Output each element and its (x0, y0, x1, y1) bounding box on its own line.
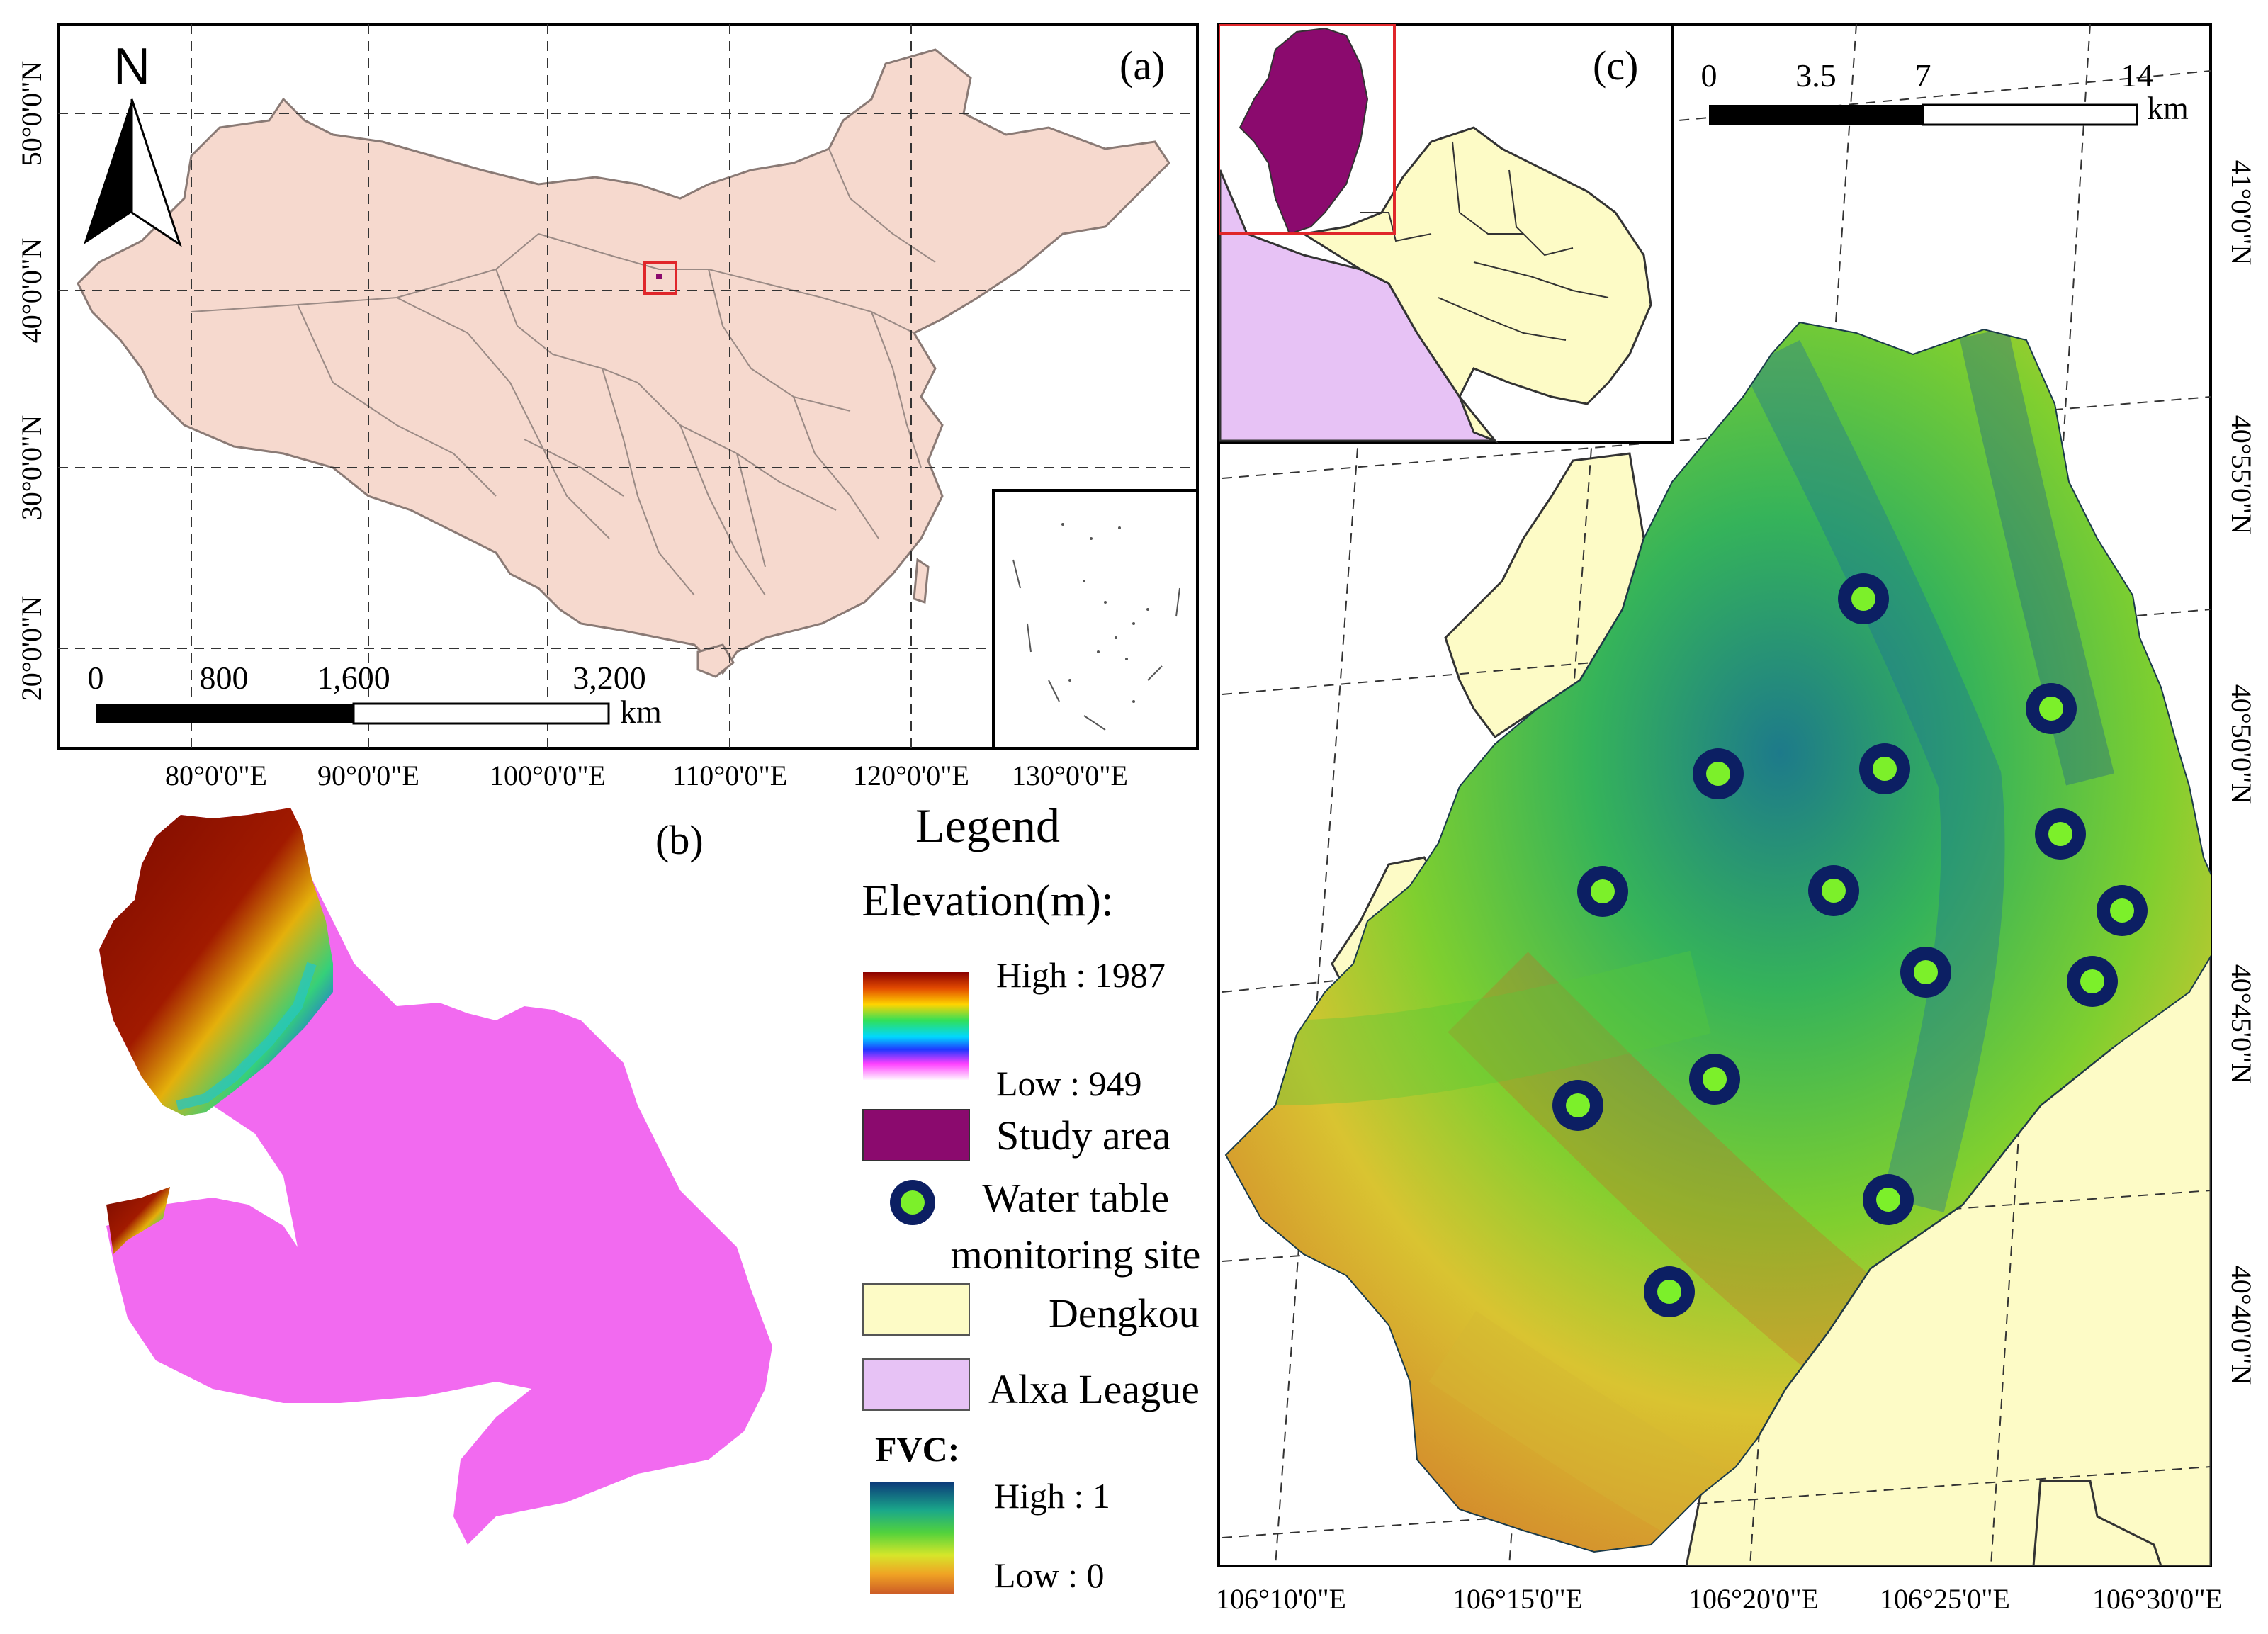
study-area-outline (1224, 321, 2211, 1553)
panel-a-label: (a) (1119, 43, 1165, 89)
monitoring-site-11 (1689, 1054, 1740, 1105)
legend-elevation-title: Elevation(m): (862, 875, 1113, 925)
svg-text:130°0'0"E: 130°0'0"E (1012, 760, 1128, 791)
svg-text:40°40'0"N: 40°40'0"N (2225, 1266, 2257, 1385)
svg-text:0: 0 (88, 660, 104, 696)
svg-text:40°55'0"N: 40°55'0"N (2225, 415, 2257, 534)
legend-dengkou-label: Dengkou (1049, 1290, 1200, 1336)
monitoring-site-8 (2097, 885, 2148, 936)
legend-site-line1: Water table (982, 1175, 1169, 1221)
monitoring-site-5 (2035, 808, 2086, 860)
inset-study-area-box (1219, 24, 1396, 235)
svg-text:106°25'0"E: 106°25'0"E (1880, 1583, 2010, 1615)
study-location-box (643, 261, 677, 295)
monitoring-site-6 (1577, 866, 1628, 917)
svg-text:20°0'0"N: 20°0'0"N (16, 596, 47, 701)
svg-text:41°0'0"N: 41°0'0"N (2225, 160, 2257, 265)
svg-text:120°0'0"E: 120°0'0"E (853, 760, 969, 791)
inset-study-area (1239, 27, 1369, 235)
panel-a-lon-labels: 80°0'0"E 90°0'0"E 100°0'0"E 110°0'0"E 12… (165, 760, 1128, 791)
inset-dengkou (1300, 126, 1652, 444)
monitoring-site-7 (1808, 865, 1859, 916)
monitoring-site-3 (1693, 748, 1744, 799)
taiwan-island (913, 558, 930, 604)
study-location-marker (656, 274, 662, 279)
monitoring-site-14 (1644, 1266, 1695, 1317)
panel-a-lat-labels: 50°0'0"N 40°0'0"N 30°0'0"N 20°0'0"N (16, 61, 47, 701)
panel-c-scale-bar: 0 3.5 7 14 km (1701, 57, 2189, 126)
svg-text:80°0'0"E: 80°0'0"E (165, 760, 267, 791)
north-arrow-label: N (113, 38, 150, 95)
legend-dengkou-swatch (862, 1283, 970, 1336)
monitoring-site-13 (1863, 1174, 1914, 1225)
legend-study-area-swatch (862, 1109, 970, 1161)
panel-a-scale-bar: 0 800 1,600 3,200 km (88, 660, 662, 730)
legend-fvc-low: Low : 0 (994, 1555, 1105, 1595)
svg-text:7: 7 (1915, 57, 1931, 94)
legend-fvc-high: High : 1 (994, 1476, 1110, 1516)
panel-b-label: (b) (655, 817, 704, 863)
svg-text:100°0'0"E: 100°0'0"E (490, 760, 606, 791)
svg-text:800: 800 (200, 660, 249, 696)
legend-fvc-swatch (870, 1482, 954, 1594)
svg-text:50°0'0"N: 50°0'0"N (16, 61, 47, 166)
svg-text:106°15'0"E: 106°15'0"E (1452, 1583, 1583, 1615)
svg-text:3,200: 3,200 (572, 660, 646, 696)
monitoring-site-4 (1859, 743, 1910, 794)
legend-title: Legend (915, 799, 1060, 852)
svg-text:km: km (2147, 90, 2189, 126)
svg-text:30°0'0"N: 30°0'0"N (16, 415, 47, 520)
china-outline (77, 48, 1170, 675)
legend-site-line2: monitoring site (951, 1232, 1201, 1278)
legend-elevation-swatch (863, 972, 969, 1080)
monitoring-sites (1552, 573, 2148, 1317)
legend: Legend Elevation(m): High : 1987 Low : 9… (862, 799, 1200, 1595)
svg-text:90°0'0"E: 90°0'0"E (317, 760, 419, 791)
elevation-ridge-band (176, 962, 317, 1110)
svg-text:106°30'0"E: 106°30'0"E (2092, 1583, 2223, 1615)
panel-c-lat-labels: 41°0'0"N 40°55'0"N 40°50'0"N 40°45'0"N 4… (2225, 160, 2257, 1385)
svg-text:1,600: 1,600 (317, 660, 390, 696)
svg-text:14: 14 (2121, 57, 2153, 94)
legend-elevation-low: Low : 949 (996, 1064, 1142, 1103)
panel-c-lon-labels: 106°10'0"E 106°15'0"E 106°20'0"E 106°25'… (1216, 1583, 2223, 1615)
legend-alxa-label: Alxa League (988, 1366, 1200, 1412)
elevation-small-block (106, 1187, 170, 1254)
legend-alxa-swatch (862, 1358, 970, 1411)
panel-c-label: (c) (1593, 43, 1638, 89)
legend-fvc-title: FVC: (875, 1429, 959, 1469)
hainan-island (696, 643, 735, 678)
panel-b-elevation-map: (b) (99, 808, 772, 1545)
monitoring-site-12 (1552, 1080, 1603, 1131)
south-china-sea-inset (992, 489, 1197, 748)
legend-site-symbol (890, 1180, 935, 1225)
svg-text:106°20'0"E: 106°20'0"E (1688, 1583, 1819, 1615)
monitoring-site-1 (1838, 573, 1889, 624)
svg-text:3.5: 3.5 (1795, 57, 1837, 94)
svg-text:km: km (620, 694, 662, 730)
svg-text:40°0'0"N: 40°0'0"N (16, 238, 47, 343)
panel-c-locator-inset (1219, 24, 1674, 444)
legend-elevation-high: High : 1987 (996, 955, 1166, 995)
legend-study-area-label: Study area (996, 1112, 1170, 1159)
svg-text:40°50'0"N: 40°50'0"N (2225, 684, 2257, 804)
panel-c-study-area-map: (c) 0 3.5 7 14 km 41°0'0"N 40°55'0"N 40°… (1216, 23, 2257, 1615)
monitoring-site-10 (2067, 956, 2118, 1007)
north-arrow: N (84, 38, 182, 247)
panel-a-china-map: N (a) 0 800 1,600 3,200 km 50°0'0"N 40°0… (16, 23, 1199, 791)
monitoring-site-9 (1900, 947, 1951, 998)
svg-text:40°45'0"N: 40°45'0"N (2225, 964, 2257, 1083)
svg-text:0: 0 (1701, 57, 1717, 94)
panel-a-graticule (58, 24, 1197, 748)
monitoring-site-2 (2026, 683, 2077, 734)
boundary-lines-southeast (2032, 1480, 2162, 1566)
svg-text:106°10'0"E: 106°10'0"E (1216, 1583, 1346, 1615)
svg-text:110°0'0"E: 110°0'0"E (672, 760, 787, 791)
